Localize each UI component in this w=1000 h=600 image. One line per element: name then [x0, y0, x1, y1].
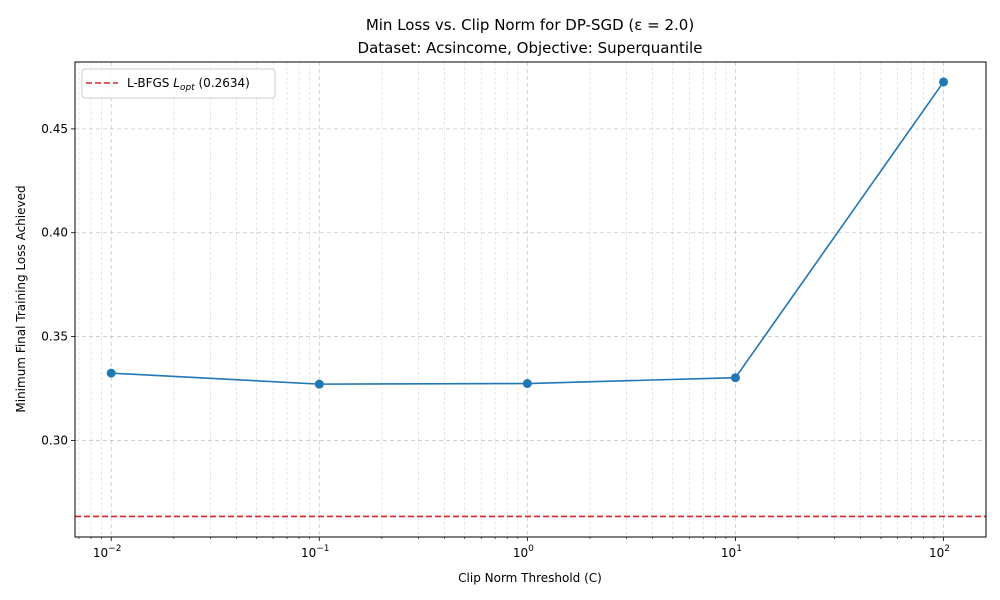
x-tick-label: 10−1: [301, 544, 330, 560]
data-point: [730, 373, 740, 383]
y-tick-label: 0.45: [41, 122, 68, 136]
y-tick-label: 0.40: [41, 226, 68, 240]
x-tick-label: 100: [513, 544, 534, 560]
plot-frame: [74, 61, 987, 538]
x-tick-label: 101: [721, 544, 742, 560]
y-tick-label: 0.30: [41, 433, 68, 447]
x-tick-label: 102: [929, 544, 950, 560]
chart-title-line1: Min Loss vs. Clip Norm for DP-SGD (ε = 2…: [366, 16, 694, 34]
legend-box: [81, 68, 276, 99]
y-tick-label: 0.35: [41, 330, 68, 344]
chart-title-line2: Dataset: Acsincome, Objective: Superquan…: [358, 39, 703, 57]
data-point: [522, 379, 532, 389]
grid-lines: [75, 62, 986, 537]
legend-label: L-BFGS Lopt (0.2634): [127, 76, 250, 93]
x-tick-label: 10−2: [93, 544, 122, 560]
y-axis-label: Minimum Final Training Loss Achieved: [14, 185, 28, 412]
data-point: [314, 379, 324, 389]
x-axis-label: Clip Norm Threshold (C): [458, 571, 602, 585]
series-layer: [106, 77, 949, 389]
data-point: [106, 368, 116, 378]
axis-ticks: 10−2 10−1 100 101 102 0.30 0.35 0.40 0.45: [41, 122, 950, 560]
legend: L-BFGS Lopt (0.2634): [81, 68, 276, 99]
data-point: [939, 77, 949, 87]
